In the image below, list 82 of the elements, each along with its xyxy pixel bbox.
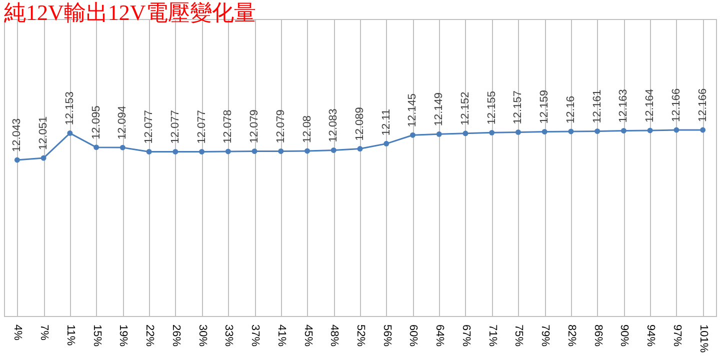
point [40, 155, 46, 161]
x-tick-label: 37% [249, 324, 262, 347]
data-label: 12.077 [196, 110, 208, 144]
point [436, 131, 442, 137]
x-tick-label: 86% [592, 324, 604, 347]
data-label: 12.153 [64, 92, 76, 126]
point [330, 148, 336, 153]
data-label: 12.11 [380, 108, 392, 136]
x-tick-label: 71% [486, 324, 498, 347]
data-label: 12.079 [248, 110, 261, 144]
data-label: 12.166 [670, 88, 682, 122]
point [674, 127, 680, 133]
point [594, 128, 600, 134]
x-tick-label: 64% [434, 324, 446, 347]
x-tick-label: 15% [90, 324, 103, 347]
x-tick-label: 56% [380, 324, 393, 347]
point [67, 130, 73, 136]
x-tick-label: 82% [565, 324, 578, 347]
data-label: 12.159 [538, 90, 551, 124]
point [568, 128, 574, 134]
point [172, 148, 178, 154]
data-label: 12.149 [433, 92, 446, 126]
data-label: 12.145 [406, 93, 419, 128]
chart-title: 純12V輸出12V電壓變化量 [4, 0, 256, 25]
x-tick-label: 67% [460, 324, 472, 347]
x-tick-label: 41% [275, 324, 288, 347]
data-label: 12.157 [512, 90, 524, 124]
point [14, 157, 20, 163]
x-tick-label: 30% [196, 324, 208, 347]
data-label: 12.077 [143, 110, 156, 144]
x-tick-label: 11% [64, 324, 76, 346]
x-tick-label: 22% [144, 324, 156, 347]
data-label: 12.161 [591, 90, 604, 124]
point [199, 148, 205, 154]
point [542, 128, 548, 134]
point [225, 148, 231, 154]
data-label: 12.083 [328, 108, 340, 142]
x-tick-label: 4% [12, 324, 24, 341]
x-tick-label: 52% [354, 324, 366, 347]
data-label: 12.16 [564, 96, 577, 124]
point [489, 130, 495, 136]
data-label: 12.08 [301, 115, 314, 143]
data-label: 12.043 [11, 118, 24, 152]
point [384, 140, 390, 146]
point [120, 144, 126, 150]
data-label: 12.089 [354, 107, 366, 141]
x-tick-label: 90% [618, 324, 630, 347]
x-tick-label: 79% [539, 324, 552, 347]
point [146, 148, 152, 154]
point [252, 148, 258, 154]
x-tick-label: 7% [38, 324, 50, 341]
x-tick-label: 33% [222, 324, 235, 347]
point [94, 144, 100, 150]
data-label: 12.078 [222, 110, 234, 144]
data-label: 12.164 [644, 88, 656, 122]
point [620, 128, 626, 134]
data-label: 12.163 [618, 89, 630, 123]
x-tick-label: 48% [328, 324, 340, 347]
point [515, 129, 521, 135]
data-label: 12.079 [274, 110, 287, 144]
data-label: 12.094 [116, 106, 129, 140]
data-label: 12.051 [38, 116, 50, 150]
point [304, 148, 310, 154]
x-tick-label: 94% [644, 324, 657, 347]
point [278, 148, 284, 154]
point [700, 127, 706, 133]
data-label: 12.095 [90, 106, 102, 140]
x-tick-label: 19% [117, 324, 130, 347]
data-label: 12.152 [459, 92, 472, 126]
data-label: 12.155 [486, 91, 498, 125]
point [410, 132, 416, 138]
x-tick-label: 101% [697, 324, 710, 353]
x-tick-label: 97% [670, 324, 683, 347]
x-tick-label: 26% [170, 324, 182, 347]
x-tick-label: 60% [407, 324, 420, 347]
x-tick-label: 75% [512, 324, 525, 347]
point [647, 128, 653, 134]
data-label: 12.166 [696, 88, 709, 122]
point [462, 130, 468, 136]
data-label: 12.077 [169, 110, 182, 144]
point [357, 146, 363, 152]
x-tick-label: 45% [302, 324, 314, 347]
